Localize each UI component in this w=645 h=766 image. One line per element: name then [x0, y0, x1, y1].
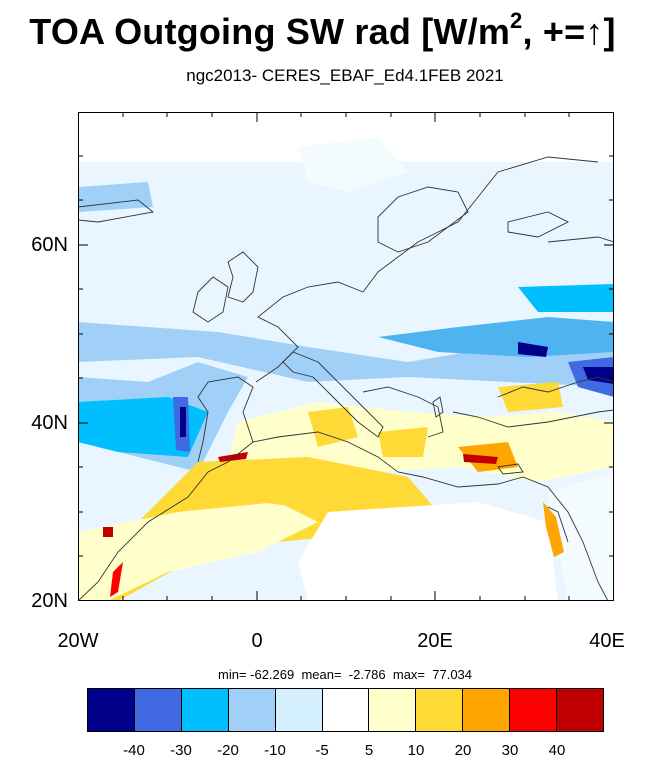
colorbar-label: 20	[454, 742, 472, 759]
field-patch	[463, 454, 498, 464]
field-patch	[180, 407, 186, 437]
field-patch	[518, 284, 614, 312]
colorbar-swatch	[557, 689, 603, 731]
field-patch	[103, 527, 113, 537]
colorbar-swatch	[228, 689, 276, 731]
lon-label-40e: 40E	[589, 630, 625, 652]
colorbar-label: -40	[123, 742, 145, 759]
field-patch	[378, 317, 614, 357]
colorbar-swatch	[275, 689, 323, 731]
colorbar	[87, 688, 604, 732]
field-stats: min= -62.269 mean= -2.786 max= 77.034	[217, 667, 473, 682]
colorbar-swatch	[510, 689, 558, 731]
colorbar-swatch	[322, 689, 370, 731]
colorbar-label: -5	[315, 742, 329, 759]
field-patch	[518, 342, 548, 357]
colorbar-label: -30	[170, 742, 192, 759]
coastlines	[78, 156, 614, 601]
lat-label-40n: 40N	[31, 412, 68, 434]
tick-marks	[78, 112, 614, 601]
lon-label-20w: 20W	[57, 630, 99, 652]
lat-label-60n: 60N	[31, 234, 68, 256]
map-panel	[78, 112, 614, 601]
colorbar-label: 10	[407, 742, 425, 759]
field-patch	[78, 502, 318, 601]
lat-label-20n: 20N	[31, 590, 68, 612]
colorbar-swatch	[88, 689, 135, 731]
plot-title: TOA Outgoing SW rad [W/m2, +=↑]	[29, 8, 616, 52]
colorbar-label: 40	[548, 742, 566, 759]
colorbar-swatch	[181, 689, 229, 731]
map-canvas	[78, 112, 614, 601]
colorbar-swatch	[416, 689, 464, 731]
field-patch	[308, 407, 358, 447]
plot-subtitle: ngc2013- CERES_EBAF_Ed4.1FEB 2021	[186, 66, 504, 85]
field-patch	[78, 322, 614, 387]
colorbar-swatch	[134, 689, 182, 731]
field-patch	[110, 562, 123, 597]
lon-label-20e: 20E	[417, 630, 453, 652]
colorbar-label: -20	[217, 742, 239, 759]
lon-label-0: 0	[251, 630, 263, 652]
colorbar-label: 5	[364, 742, 374, 759]
colorbar-label: -10	[264, 742, 286, 759]
field-patch	[298, 502, 558, 601]
field-patch	[543, 502, 564, 557]
colorbar-swatch	[369, 689, 417, 731]
field-patch	[78, 182, 153, 212]
colorbar-label: 30	[501, 742, 519, 759]
field-patch	[218, 462, 378, 507]
colorbar-swatch	[463, 689, 511, 731]
field-patch	[218, 452, 248, 462]
field-patch	[378, 427, 428, 457]
field-patch	[498, 382, 563, 412]
